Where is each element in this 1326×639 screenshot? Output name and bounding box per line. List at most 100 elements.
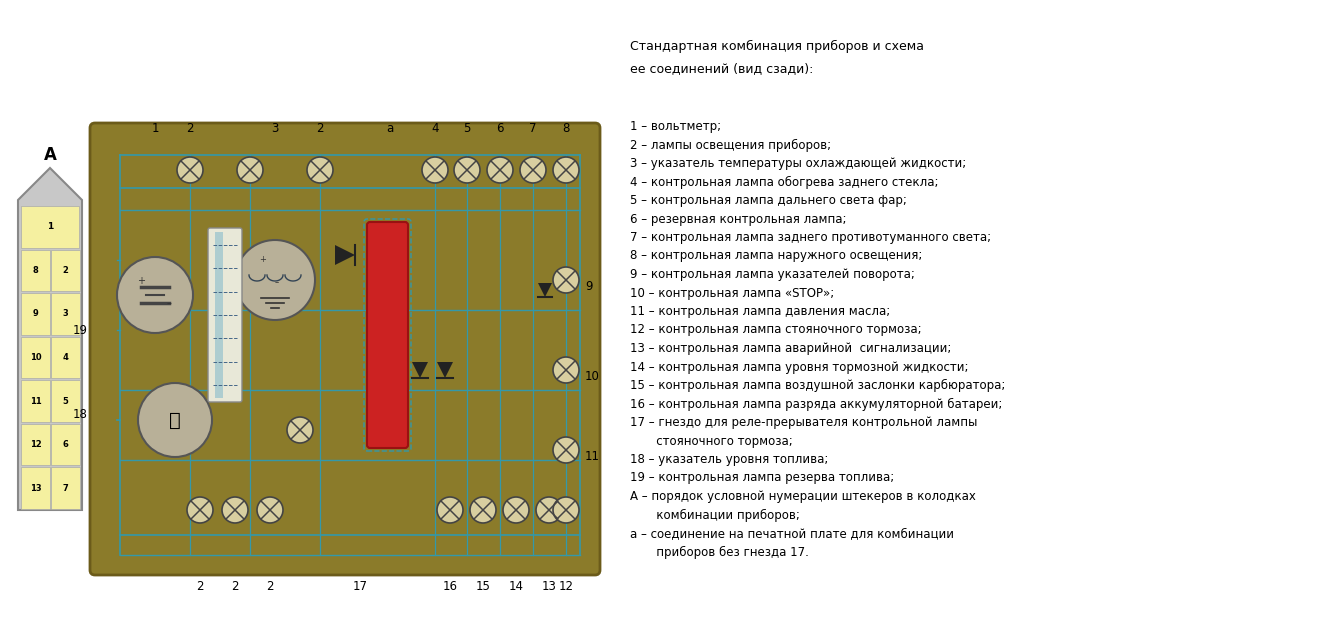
Text: 4: 4 bbox=[431, 122, 439, 135]
Text: 11 – контрольная лампа давления масла;: 11 – контрольная лампа давления масла; bbox=[630, 305, 890, 318]
Text: 13: 13 bbox=[541, 580, 557, 593]
Text: 2 – лампы освещения приборов;: 2 – лампы освещения приборов; bbox=[630, 139, 831, 151]
Text: 4: 4 bbox=[62, 353, 69, 362]
Text: 10: 10 bbox=[585, 370, 599, 383]
Text: 7: 7 bbox=[529, 122, 537, 135]
Text: 16 – контрольная лампа разряда аккумуляторной батареи;: 16 – контрольная лампа разряда аккумулят… bbox=[630, 397, 1002, 411]
Text: 11: 11 bbox=[585, 450, 599, 463]
FancyBboxPatch shape bbox=[21, 250, 50, 291]
Text: 8: 8 bbox=[33, 266, 38, 275]
Circle shape bbox=[553, 497, 579, 523]
Text: комбинации приборов;: комбинации приборов; bbox=[630, 509, 800, 521]
Text: а: а bbox=[386, 122, 394, 135]
Text: 18: 18 bbox=[73, 408, 88, 422]
Circle shape bbox=[187, 497, 213, 523]
Text: 2: 2 bbox=[231, 580, 239, 593]
Text: 5 – контрольная лампа дальнего света фар;: 5 – контрольная лампа дальнего света фар… bbox=[630, 194, 907, 207]
Text: 19: 19 bbox=[73, 323, 88, 337]
Text: 17: 17 bbox=[353, 580, 367, 593]
Text: 2: 2 bbox=[186, 122, 194, 135]
FancyBboxPatch shape bbox=[50, 293, 80, 335]
Text: 6 – резервная контрольная лампа;: 6 – резервная контрольная лампа; bbox=[630, 213, 846, 226]
Circle shape bbox=[553, 357, 579, 383]
Text: ее соединений (вид сзади):: ее соединений (вид сзади): bbox=[630, 62, 813, 75]
Text: +: + bbox=[137, 276, 145, 286]
Text: 16: 16 bbox=[443, 580, 457, 593]
Text: ⛽: ⛽ bbox=[170, 410, 180, 429]
Text: 1 – вольтметр;: 1 – вольтметр; bbox=[630, 120, 721, 133]
Text: 10: 10 bbox=[29, 353, 41, 362]
Text: а – соединение на печатной плате для комбинации: а – соединение на печатной плате для ком… bbox=[630, 527, 953, 540]
Circle shape bbox=[503, 497, 529, 523]
Circle shape bbox=[117, 257, 194, 333]
Text: А: А bbox=[44, 146, 57, 164]
Text: 12: 12 bbox=[558, 580, 574, 593]
Text: А – порядок условной нумерации штекеров в колодках: А – порядок условной нумерации штекеров … bbox=[630, 490, 976, 503]
Circle shape bbox=[553, 157, 579, 183]
Circle shape bbox=[487, 157, 513, 183]
Polygon shape bbox=[438, 362, 453, 378]
Text: 15 – контрольная лампа воздушной заслонки карбюратора;: 15 – контрольная лампа воздушной заслонк… bbox=[630, 379, 1005, 392]
Circle shape bbox=[553, 267, 579, 293]
Text: 12 – контрольная лампа стояночного тормоза;: 12 – контрольная лампа стояночного тормо… bbox=[630, 323, 922, 337]
Text: 2: 2 bbox=[267, 580, 273, 593]
Circle shape bbox=[520, 157, 546, 183]
Text: 9: 9 bbox=[585, 280, 593, 293]
Text: 13 – контрольная лампа аварийной  сигнализации;: 13 – контрольная лампа аварийной сигнали… bbox=[630, 342, 951, 355]
Circle shape bbox=[438, 497, 463, 523]
Text: 1: 1 bbox=[46, 222, 53, 231]
Polygon shape bbox=[538, 283, 552, 297]
Circle shape bbox=[553, 437, 579, 463]
Text: 9: 9 bbox=[33, 309, 38, 318]
Text: 13: 13 bbox=[29, 484, 41, 493]
Circle shape bbox=[237, 157, 263, 183]
Text: 19 – контрольная лампа резерва топлива;: 19 – контрольная лампа резерва топлива; bbox=[630, 472, 894, 484]
Text: 1: 1 bbox=[151, 122, 159, 135]
FancyBboxPatch shape bbox=[21, 206, 80, 247]
FancyBboxPatch shape bbox=[21, 468, 50, 509]
Text: 3 – указатель температуры охлаждающей жидкости;: 3 – указатель температуры охлаждающей жи… bbox=[630, 157, 967, 170]
FancyBboxPatch shape bbox=[50, 468, 80, 509]
Text: 15: 15 bbox=[476, 580, 491, 593]
Polygon shape bbox=[412, 362, 428, 378]
Text: 3: 3 bbox=[62, 309, 69, 318]
Text: 4 – контрольная лампа обогрева заднего стекла;: 4 – контрольная лампа обогрева заднего с… bbox=[630, 176, 939, 189]
Text: приборов без гнезда 17.: приборов без гнезда 17. bbox=[630, 546, 809, 558]
Text: 10 – контрольная лампа «STOP»;: 10 – контрольная лампа «STOP»; bbox=[630, 286, 834, 300]
FancyBboxPatch shape bbox=[50, 380, 80, 422]
Polygon shape bbox=[19, 168, 82, 510]
Text: 18 – указатель уровня топлива;: 18 – указатель уровня топлива; bbox=[630, 453, 829, 466]
Text: 14 – контрольная лампа уровня тормозной жидкости;: 14 – контрольная лампа уровня тормозной … bbox=[630, 360, 968, 374]
Circle shape bbox=[453, 157, 480, 183]
FancyBboxPatch shape bbox=[208, 228, 243, 402]
Text: +: + bbox=[259, 255, 267, 264]
Text: 7: 7 bbox=[62, 484, 69, 493]
FancyBboxPatch shape bbox=[21, 380, 50, 422]
Text: 2: 2 bbox=[196, 580, 204, 593]
Text: 11: 11 bbox=[29, 397, 41, 406]
FancyBboxPatch shape bbox=[50, 424, 80, 465]
Circle shape bbox=[469, 497, 496, 523]
Text: 7 – контрольная лампа заднего противотуманного света;: 7 – контрольная лампа заднего противотум… bbox=[630, 231, 991, 244]
Text: 17 – гнездо для реле-прерывателя контрольной лампы: 17 – гнездо для реле-прерывателя контрол… bbox=[630, 416, 977, 429]
Text: –: – bbox=[274, 278, 280, 287]
Circle shape bbox=[235, 240, 316, 320]
FancyBboxPatch shape bbox=[21, 293, 50, 335]
Text: 14: 14 bbox=[508, 580, 524, 593]
Text: стояночного тормоза;: стояночного тормоза; bbox=[630, 435, 793, 447]
FancyBboxPatch shape bbox=[215, 232, 223, 398]
Text: 12: 12 bbox=[29, 440, 41, 449]
Polygon shape bbox=[335, 245, 355, 265]
FancyBboxPatch shape bbox=[50, 250, 80, 291]
Text: 8: 8 bbox=[562, 122, 570, 135]
Text: 3: 3 bbox=[272, 122, 278, 135]
Text: 6: 6 bbox=[62, 440, 69, 449]
Text: –: – bbox=[167, 298, 171, 308]
FancyBboxPatch shape bbox=[21, 337, 50, 378]
Circle shape bbox=[176, 157, 203, 183]
FancyBboxPatch shape bbox=[50, 337, 80, 378]
Text: 5: 5 bbox=[62, 397, 69, 406]
Circle shape bbox=[286, 417, 313, 443]
Circle shape bbox=[308, 157, 333, 183]
Circle shape bbox=[422, 157, 448, 183]
